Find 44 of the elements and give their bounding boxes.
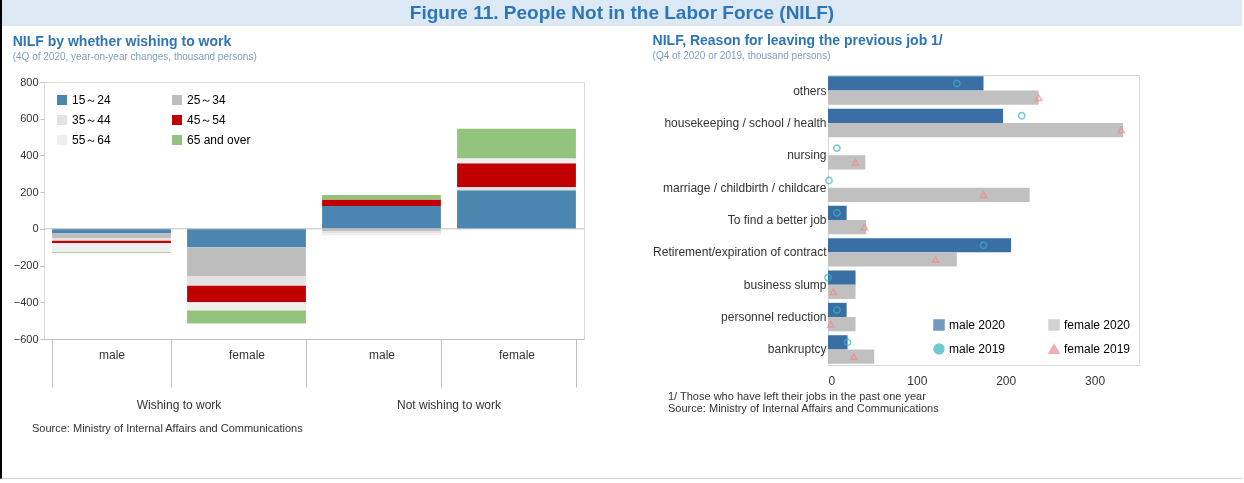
text: Figure 11. People Not in the Labor Force (NILF) <box>2 0 1242 26</box>
x-tick-label: male <box>368 347 396 362</box>
y-tick-label: 600 <box>20 112 39 125</box>
x-tick-label: male <box>98 347 126 362</box>
legend-label: 15～24 <box>72 93 112 107</box>
x-tick-label: female <box>498 347 536 362</box>
legend-label: female 2020 <box>1064 318 1131 332</box>
text: 1/ Those who have left their jobs in the past one year <box>668 390 927 402</box>
legend-label: 45～54 <box>187 113 227 127</box>
y-tick-label: business slump <box>743 277 827 292</box>
y-tick-label: −600 <box>13 332 39 345</box>
legend-label: 55～64 <box>72 133 112 147</box>
y-tick-label: 0 <box>32 222 39 235</box>
legend-label: 65 and over <box>187 133 251 147</box>
y-tick-label: nursing <box>787 148 827 163</box>
text: Wishing to work <box>136 398 223 412</box>
source-note: Source: Ministry of Internal Affairs and Communications <box>32 422 304 434</box>
x-tick-label: 100 <box>907 373 928 388</box>
y-tick-label: others <box>793 83 827 98</box>
x-tick-label: female <box>228 347 266 362</box>
y-tick-label: −200 <box>13 259 39 272</box>
legend-label: female 2019 <box>1064 342 1131 356</box>
y-tick-label: 400 <box>20 148 39 161</box>
text: (Q4 of 2020 or 2019, thousand persons) <box>652 50 831 61</box>
y-tick-label: marriage / childbirth / childcare <box>663 180 827 195</box>
legend-label: male 2019 <box>949 342 1006 356</box>
source-note: Source: Ministry of Internal Affairs and Communications <box>668 402 940 414</box>
y-tick-label: 800 <box>20 75 39 88</box>
y-tick-label: housekeeping / school / health <box>664 115 827 130</box>
chart-title: NILF, Reason for leaving the previous job 1/ <box>652 32 943 48</box>
x-tick-label: 200 <box>996 373 1017 388</box>
y-tick-label: To find a better job <box>727 213 827 227</box>
y-tick-label: personnel reduction <box>721 310 827 325</box>
legend-label: 35～44 <box>72 113 112 127</box>
y-tick-label: 200 <box>20 185 39 198</box>
y-tick-label: Retirement/expiration of contract <box>653 245 828 260</box>
y-tick-label: bankruptcy <box>767 342 827 357</box>
y-tick-label: −400 <box>13 295 39 308</box>
chart-title: NILF by whether wishing to work <box>12 32 232 49</box>
chart-subtitle: (4Q of 2020, year-on-year changes, thousand persons) <box>12 50 257 62</box>
text: Not wishing to work <box>396 398 503 412</box>
x-tick-label: 300 <box>1085 373 1106 388</box>
legend-label: 25～34 <box>187 93 227 107</box>
legend-label: male 2020 <box>949 318 1006 332</box>
